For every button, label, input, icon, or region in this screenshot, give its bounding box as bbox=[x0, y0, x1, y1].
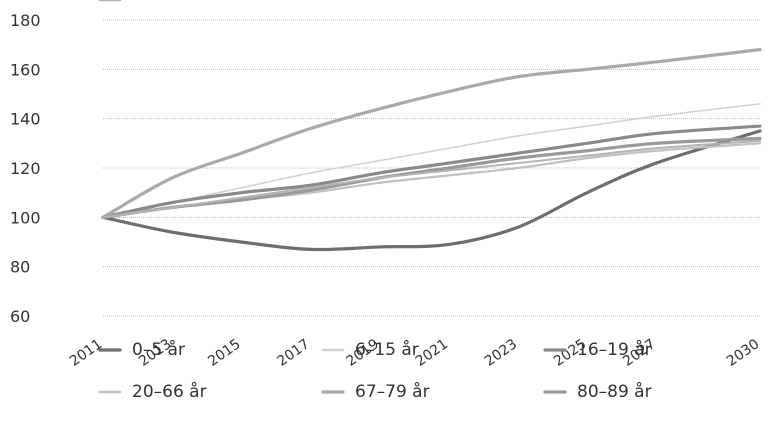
legend-label: 67–79 år bbox=[355, 381, 430, 402]
legend-label: 80–89 år bbox=[577, 381, 652, 402]
legend-item: 0–5 år bbox=[98, 339, 185, 360]
legend-label: 16–19 år bbox=[577, 339, 652, 360]
y-tick-label: 120 bbox=[10, 159, 41, 178]
legend-item: 80–89 år bbox=[543, 381, 652, 402]
legend-item: 67–79 år bbox=[321, 381, 430, 402]
y-tick-label: 100 bbox=[10, 208, 41, 227]
y-tick-label: 80 bbox=[10, 258, 30, 277]
legend-item: 6–15 år bbox=[321, 339, 419, 360]
y-tick-label: 140 bbox=[10, 110, 41, 129]
series-line-3 bbox=[101, 142, 762, 219]
series-line-4 bbox=[101, 48, 762, 219]
legend: 0–5 år 6–15 år 16–19 år 20–66 år 67–79 år 80–… bbox=[98, 0, 652, 402]
y-axis-tick-labels: 60 80 100 120 140 160 180 bbox=[10, 11, 41, 326]
x-tick-label: 2011 bbox=[67, 336, 105, 370]
y-tick-label: 180 bbox=[10, 11, 41, 30]
legend-label: 20–66 år bbox=[132, 381, 207, 402]
x-tick-label: 2017 bbox=[274, 336, 312, 370]
series-line-1 bbox=[102, 103, 761, 219]
x-tick-label: 2015 bbox=[205, 336, 243, 370]
legend-label: 6–15 år bbox=[355, 339, 419, 360]
y-tick-label: 160 bbox=[10, 60, 41, 79]
series-line-0 bbox=[101, 129, 762, 252]
legend-item: 90 år+ bbox=[98, 0, 191, 5]
y-tick-label: 60 bbox=[10, 307, 30, 326]
series-line-2 bbox=[101, 124, 762, 219]
legend-label: 90 år+ bbox=[132, 0, 191, 5]
legend-item: 16–19 år bbox=[543, 339, 652, 360]
legend-item: 20–66 år bbox=[98, 381, 207, 402]
x-tick-label: 2030 bbox=[724, 336, 762, 370]
legend-label: 0–5 år bbox=[132, 339, 185, 360]
series-line-6 bbox=[102, 139, 761, 219]
x-tick-label: 2023 bbox=[482, 336, 520, 370]
gridlines bbox=[103, 19, 760, 317]
series-line-5 bbox=[101, 136, 762, 219]
series-lines bbox=[101, 48, 762, 252]
